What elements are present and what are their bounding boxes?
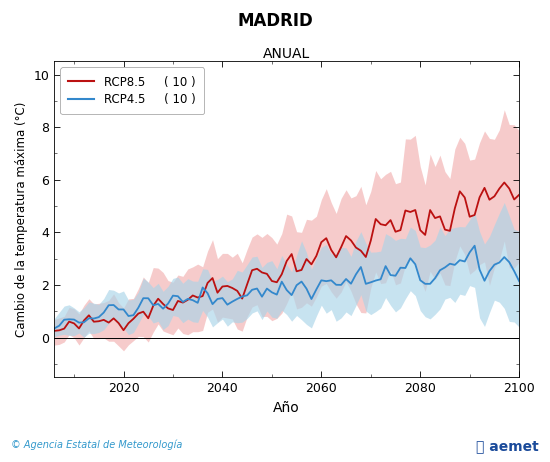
X-axis label: Año: Año bbox=[273, 401, 300, 415]
Title: ANUAL: ANUAL bbox=[263, 47, 310, 61]
Text: MADRID: MADRID bbox=[237, 12, 313, 30]
Legend: RCP8.5     ( 10 ), RCP4.5     ( 10 ): RCP8.5 ( 10 ), RCP4.5 ( 10 ) bbox=[60, 67, 204, 115]
Text: © Agencia Estatal de Meteorología: © Agencia Estatal de Meteorología bbox=[11, 440, 183, 450]
Y-axis label: Cambio de la temperatura máxima (°C): Cambio de la temperatura máxima (°C) bbox=[15, 102, 28, 337]
Text: ⓐ aemet: ⓐ aemet bbox=[476, 440, 539, 454]
